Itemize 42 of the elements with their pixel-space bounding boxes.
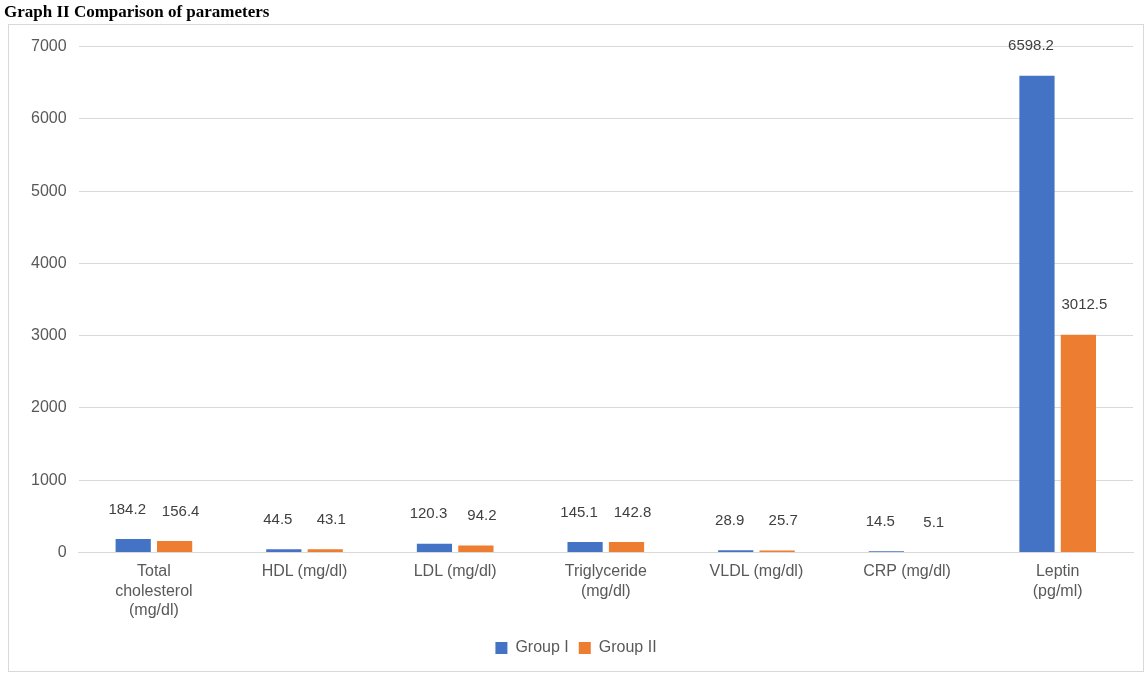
legend-label: Group II	[598, 638, 657, 656]
data-label: 3012.5	[1061, 295, 1108, 313]
x-tick-label: CRP (mg/dl)	[863, 562, 951, 580]
x-tick-label: Total cholesterol (mg/dl)	[115, 562, 193, 618]
bar	[567, 541, 603, 552]
data-label: 6598.2	[1008, 36, 1054, 54]
legend-label: Group I	[515, 638, 569, 656]
data-label: 120.3	[409, 504, 448, 522]
bar	[307, 549, 343, 552]
data-label: 28.9	[715, 510, 745, 528]
data-label: 44.5	[263, 509, 293, 527]
y-tick-label: 4000	[31, 253, 67, 271]
x-tick-label: Triglyceride (mg/dl)	[564, 562, 647, 599]
y-tick-label: 5000	[31, 181, 67, 199]
data-label: 94.2	[467, 506, 497, 524]
x-tick-label: VLDL (mg/dl)	[709, 562, 804, 580]
y-tick-label: 2000	[31, 398, 67, 416]
data-label: 5.1	[923, 512, 945, 530]
chart-title: Graph II Comparison of parameters	[4, 2, 270, 22]
data-label: 25.7	[768, 511, 798, 529]
x-tick-label: Leptin (pg/ml)	[1032, 562, 1083, 599]
y-tick-label: 0	[57, 542, 67, 560]
data-label: 156.4	[161, 501, 200, 519]
data-label: 184.2	[108, 499, 146, 517]
bar	[157, 541, 193, 552]
bar	[458, 545, 494, 552]
data-label: 142.8	[613, 502, 652, 520]
bar	[266, 549, 302, 552]
data-label: 43.1	[316, 509, 346, 527]
x-tick-label: HDL (mg/dl)	[261, 562, 348, 580]
data-label: 14.5	[865, 511, 895, 529]
bar	[115, 539, 151, 552]
x-tick-label: LDL (mg/dl)	[413, 562, 497, 580]
data-label: 145.1	[560, 502, 598, 520]
bar	[1060, 334, 1096, 552]
y-tick-label: 7000	[31, 37, 67, 55]
bar	[416, 543, 453, 552]
y-tick-label: 3000	[31, 326, 67, 344]
y-tick-label: 6000	[31, 109, 67, 127]
y-tick-label: 1000	[31, 470, 67, 488]
bar	[1019, 75, 1055, 552]
bar	[608, 542, 645, 552]
